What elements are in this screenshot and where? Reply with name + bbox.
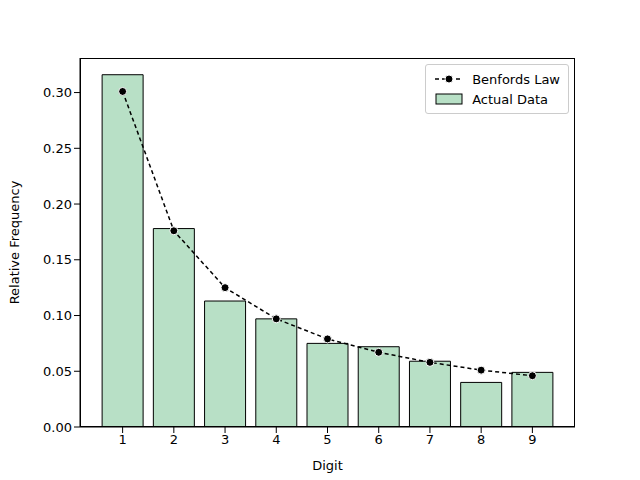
svg-text:0.25: 0.25 <box>43 141 72 156</box>
svg-text:0.05: 0.05 <box>43 364 72 379</box>
svg-text:0.10: 0.10 <box>43 308 72 323</box>
svg-text:0.30: 0.30 <box>43 85 72 100</box>
svg-text:9: 9 <box>528 432 536 447</box>
svg-text:0.20: 0.20 <box>43 197 72 212</box>
svg-text:2: 2 <box>170 432 178 447</box>
svg-text:0.00: 0.00 <box>43 420 72 435</box>
svg-text:6: 6 <box>375 432 383 447</box>
svg-text:7: 7 <box>426 432 434 447</box>
svg-text:4: 4 <box>272 432 280 447</box>
svg-text:Relative Frequency: Relative Frequency <box>8 180 22 304</box>
html-text:Benfords Law: Benfords Law <box>472 71 560 87</box>
svg-text:8: 8 <box>477 432 485 447</box>
html-text:Actual Data: Actual Data <box>472 91 549 107</box>
svg-text:3: 3 <box>221 432 229 447</box>
svg-text:5: 5 <box>323 432 331 447</box>
svg-text:0.15: 0.15 <box>43 252 72 267</box>
svg-text:Digit: Digit <box>312 458 343 473</box>
svg-text:1: 1 <box>118 432 126 447</box>
